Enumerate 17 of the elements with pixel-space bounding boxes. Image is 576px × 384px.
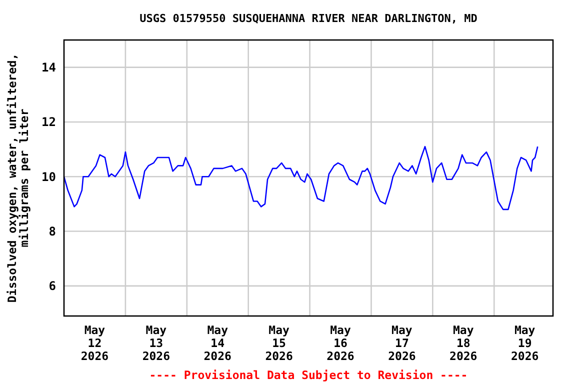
y-tick-label: 8 xyxy=(48,224,56,238)
x-tick-label: May 19 2026 xyxy=(510,323,539,363)
y-tick-label: 12 xyxy=(42,115,56,130)
y-tick-label: 6 xyxy=(48,279,56,294)
x-tick-label: May 15 2026 xyxy=(265,323,293,363)
x-tick-label: May 14 2026 xyxy=(204,323,232,363)
line-series xyxy=(63,146,538,210)
chart-title: USGS 01579550 SUSQUEHANNA RIVER NEAR DARLINGTON, MD xyxy=(140,12,478,25)
x-tick-label: May 16 2026 xyxy=(326,323,354,363)
x-tick-label: May 17 2026 xyxy=(388,323,416,363)
y-tick-label: 14 xyxy=(42,60,56,75)
x-tick-label: May 13 2026 xyxy=(142,323,170,363)
y-tick-label: 10 xyxy=(42,170,56,184)
text: ---- Provisional Data Subject to Revision ---- xyxy=(149,368,468,382)
x-tick-label: May 12 2026 xyxy=(80,323,109,363)
x-tick-label: May 18 2026 xyxy=(450,323,478,363)
y-axis-title: Dissolved oxygen, water, unfiltered, milligrams per liter xyxy=(5,53,31,303)
